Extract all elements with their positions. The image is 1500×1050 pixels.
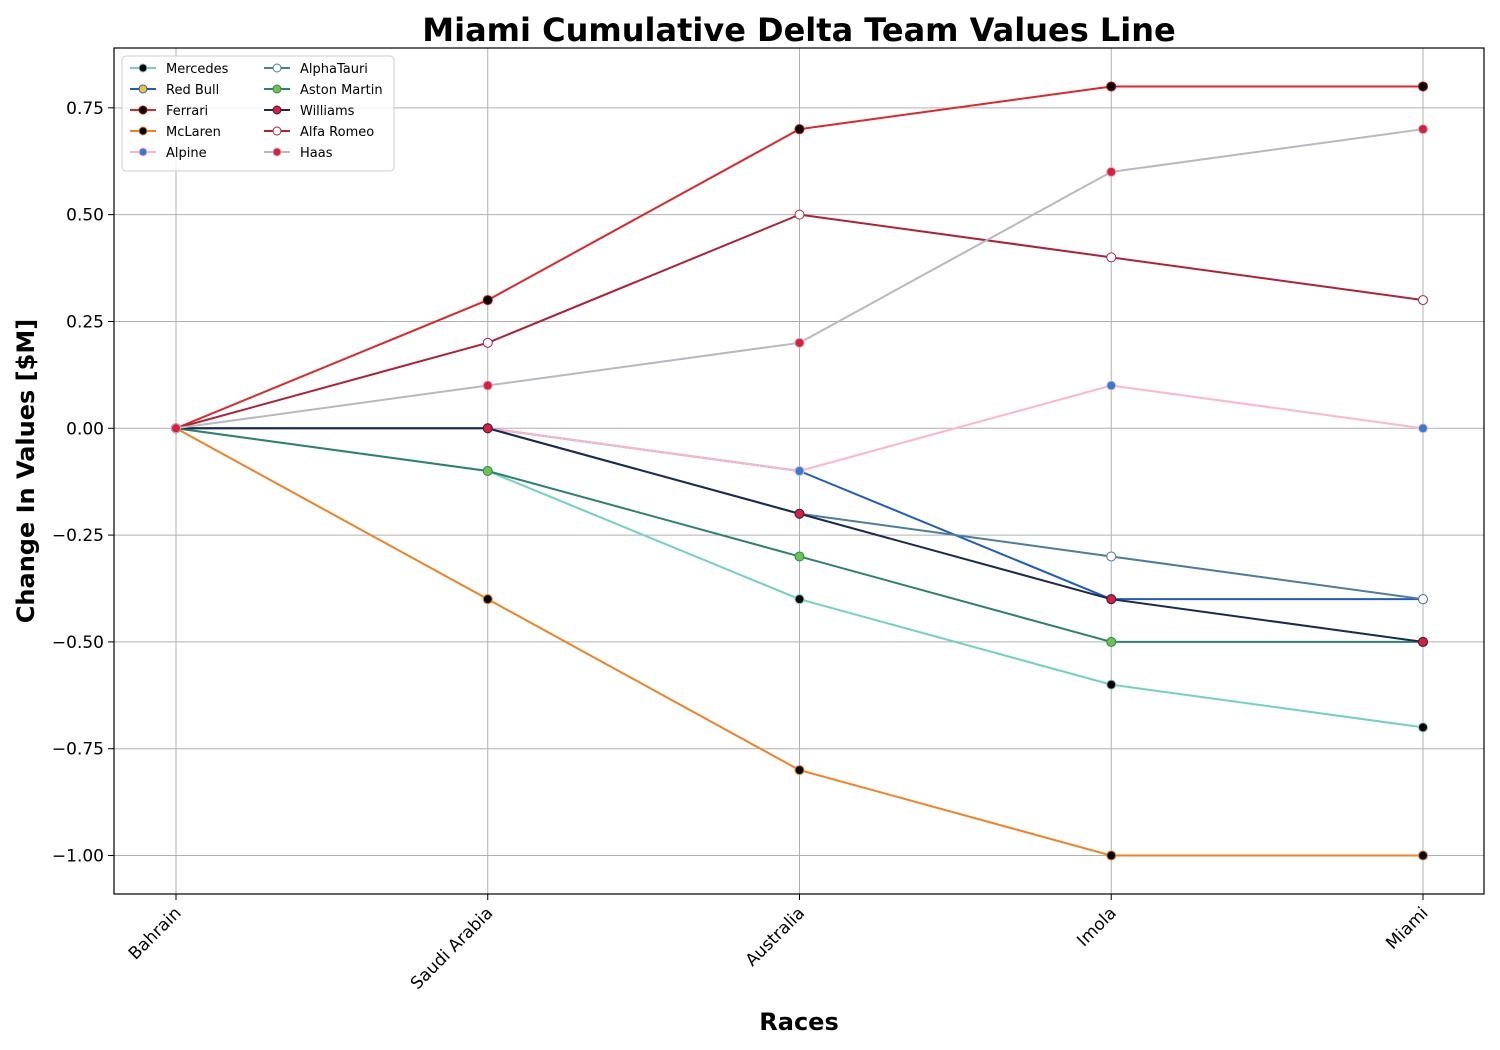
data-point-alfa-romeo	[1106, 252, 1117, 263]
x-tick-label-miami: Miami	[1382, 903, 1432, 953]
data-point-aston-martin	[794, 551, 805, 562]
chart-title: Miami Cumulative Delta Team Values Line	[422, 11, 1176, 49]
data-point-haas	[1106, 166, 1117, 177]
data-point-ferrari	[1418, 81, 1428, 92]
legend-label: AlphaTauri	[300, 62, 368, 77]
legend-item-alpine: Alpine	[130, 146, 207, 161]
data-point-alfa-romeo	[1418, 295, 1428, 306]
data-point-ferrari	[794, 124, 805, 135]
x-tick-label-bahrain: Bahrain	[125, 903, 186, 964]
data-point-haas	[482, 380, 493, 391]
x-axis-ticks: Bahrain Saudi Arabia Australia Imola Miami	[125, 894, 1433, 994]
x-tick-label-imola: Imola	[1073, 903, 1120, 950]
legend-item-haas: Haas	[264, 146, 333, 161]
legend-item-alfa-romeo: Alfa Romeo	[264, 125, 374, 140]
data-point-alphatauri	[1418, 594, 1428, 605]
data-point-mercedes	[1106, 679, 1117, 690]
data-point-mclaren	[794, 765, 805, 776]
data-point-alpine	[1106, 380, 1117, 391]
data-point-alfa-romeo	[482, 337, 493, 348]
legend-item-alphatauri: AlphaTauri	[264, 62, 368, 77]
legend-swatch-marker	[272, 126, 282, 136]
legend-swatch-marker	[138, 126, 148, 136]
legend-item-red-bull: Red Bull	[130, 83, 219, 98]
y-tick-label: 0.00	[66, 419, 104, 439]
legend-label: McLaren	[166, 125, 221, 140]
data-point-williams	[482, 423, 493, 434]
legend-label: Red Bull	[166, 83, 219, 98]
series-haas	[171, 124, 1428, 434]
legend-label: Ferrari	[166, 104, 208, 119]
y-axis-ticks: −1.00 −0.75 −0.50 −0.25 0.00 0.25 0.50 0.75	[52, 99, 114, 867]
x-tick-label-saudi-arabia: Saudi Arabia	[407, 903, 497, 993]
data-point-alphatauri	[1106, 551, 1117, 562]
y-tick-label: −0.75	[52, 740, 104, 760]
data-point-aston-martin	[482, 466, 493, 476]
data-point-haas	[794, 337, 805, 348]
data-point-ferrari	[1106, 81, 1117, 92]
legend-swatch-marker	[138, 105, 148, 115]
data-point-alpine	[1418, 423, 1428, 434]
grid-lines	[114, 48, 1484, 894]
data-point-haas	[171, 423, 181, 434]
series-williams	[171, 423, 1428, 647]
legend: Mercedes Red Bull Ferrari McLaren Alpine Alph…	[121, 55, 395, 172]
data-point-aston-martin	[1106, 636, 1117, 647]
legend-swatch-marker	[272, 105, 282, 115]
legend-label: Mercedes	[166, 62, 229, 77]
legend-label: Alpine	[166, 146, 207, 161]
data-point-mclaren	[482, 594, 493, 605]
legend-swatch-marker	[138, 63, 148, 73]
series-lines	[171, 81, 1428, 861]
legend-item-mclaren: McLaren	[130, 125, 221, 140]
legend-label: Williams	[300, 104, 355, 119]
data-point-mercedes	[794, 594, 805, 605]
data-point-mclaren	[1418, 850, 1428, 861]
legend-item-ferrari: Ferrari	[130, 104, 208, 119]
legend-item-williams: Williams	[264, 104, 355, 119]
legend-swatch-marker	[272, 84, 282, 94]
legend-label: Aston Martin	[300, 83, 383, 98]
y-tick-label: 0.50	[66, 206, 104, 226]
legend-swatch-marker	[138, 84, 148, 94]
data-point-williams	[794, 508, 805, 519]
y-tick-label: −0.25	[52, 526, 104, 546]
data-point-mercedes	[1418, 722, 1428, 733]
data-point-alfa-romeo	[794, 209, 805, 220]
data-point-haas	[1418, 124, 1428, 135]
legend-swatch-marker	[138, 147, 148, 157]
data-point-mclaren	[1106, 850, 1117, 861]
y-tick-label: 0.25	[66, 312, 104, 332]
legend-item-aston-martin: Aston Martin	[264, 83, 383, 98]
y-tick-label: −0.50	[52, 633, 104, 653]
legend-box	[121, 55, 395, 172]
y-tick-label: −1.00	[52, 847, 104, 867]
legend-label: Alfa Romeo	[300, 125, 374, 140]
legend-item-mercedes: Mercedes	[130, 62, 229, 77]
y-tick-label: 0.75	[66, 99, 104, 119]
legend-label: Haas	[300, 146, 333, 161]
legend-swatch-marker	[272, 147, 282, 157]
data-point-alpine	[794, 466, 805, 476]
y-axis-label: Change In Values [$M]	[12, 319, 40, 623]
legend-swatch-marker	[272, 63, 282, 73]
x-axis-label: Races	[759, 1008, 838, 1036]
data-point-ferrari	[482, 295, 493, 306]
series-mclaren	[171, 423, 1428, 861]
data-point-williams	[1106, 594, 1117, 605]
data-point-williams	[1418, 636, 1428, 647]
x-tick-label-australia: Australia	[742, 903, 809, 970]
